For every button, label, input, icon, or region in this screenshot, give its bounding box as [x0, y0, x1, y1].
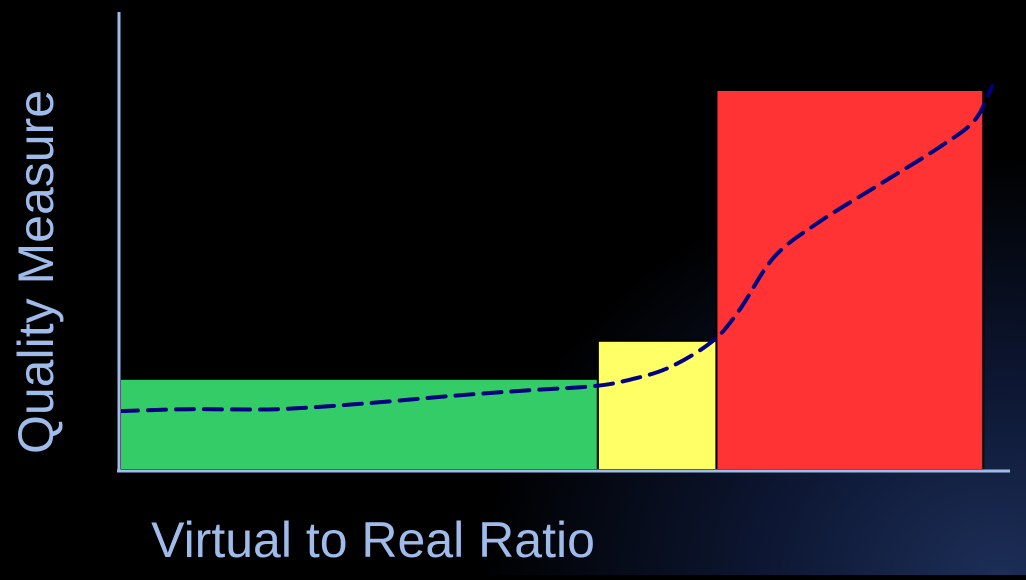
- bar-1: [119, 377, 599, 471]
- y-axis-label: Quality Measure: [8, 89, 64, 455]
- bars-group: [119, 89, 985, 471]
- bar-2: [596, 339, 718, 471]
- bar-3: [715, 89, 985, 471]
- trend-line: [118, 84, 994, 414]
- x-axis-label: Virtual to Real Ratio: [151, 512, 595, 568]
